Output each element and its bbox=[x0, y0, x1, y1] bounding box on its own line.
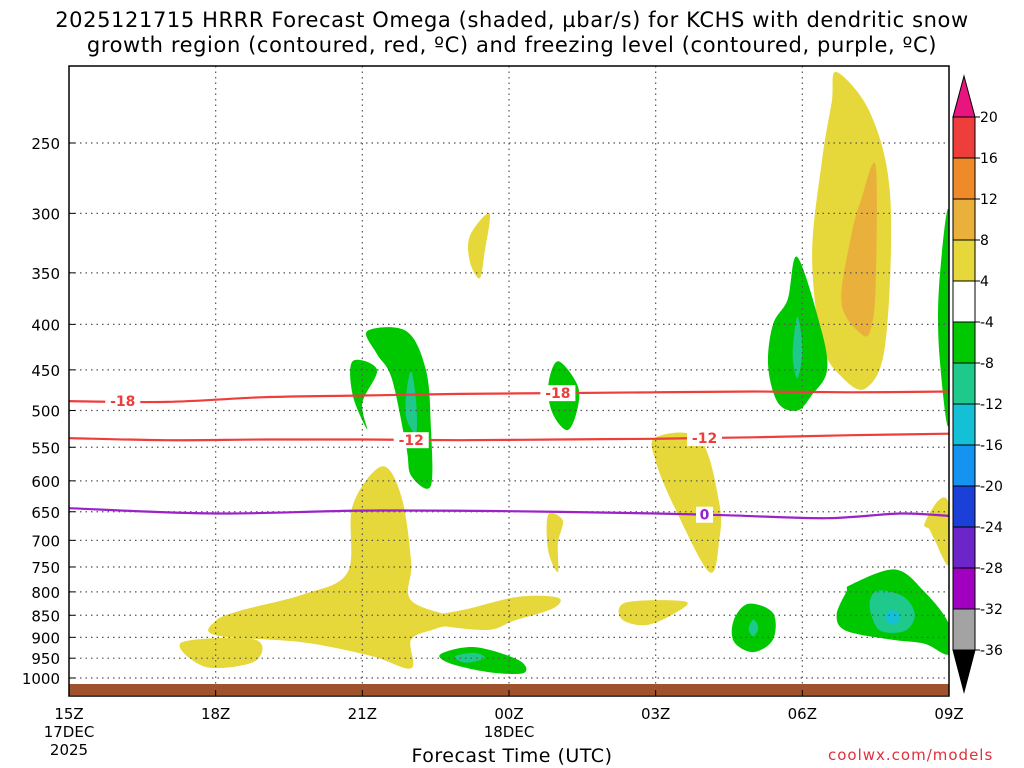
contour-label-bg-4 bbox=[696, 506, 714, 523]
omega-shading-layer bbox=[179, 71, 949, 675]
colorbar-label-13: -36 bbox=[980, 643, 1003, 659]
colorbar-swatch-3 bbox=[952, 198, 976, 241]
colorbar: 20 16 12 8 4 -4 -8 -12 -16 -20 -24 -28 -32 -36 bbox=[952, 74, 1003, 694]
colorbar-label-4: 4 bbox=[980, 274, 989, 290]
omega-region-8 bbox=[924, 497, 949, 566]
colorbar-swatch-9 bbox=[952, 444, 976, 487]
omega-region-17 bbox=[792, 316, 803, 379]
contour-label-0: -18 bbox=[110, 394, 135, 410]
contour-label-bg-2 bbox=[393, 432, 429, 449]
contour-label-bg-3 bbox=[687, 430, 723, 447]
x-tick-label-0: 15Z bbox=[54, 705, 83, 723]
y-tick-label-600: 600 bbox=[31, 473, 60, 491]
colorbar-label-7: -12 bbox=[980, 397, 1003, 413]
source-credit: coolwx.com/models bbox=[828, 746, 994, 764]
omega-region-3 bbox=[468, 213, 491, 279]
chart-title-line-1: 2025121715 HRRR Forecast Omega (shaded, … bbox=[55, 8, 969, 32]
contour-line-0 bbox=[69, 390, 949, 404]
colorbar-swatch-8 bbox=[952, 403, 976, 446]
colorbar-swatch-2 bbox=[952, 157, 976, 200]
x-axis-title: Forecast Time (UTC) bbox=[411, 745, 613, 767]
colorbar-swatch-5 bbox=[952, 280, 976, 323]
omega-region-12 bbox=[405, 371, 418, 434]
x-tick-label-1: 18Z bbox=[201, 705, 230, 723]
y-tick-label-650: 650 bbox=[31, 504, 60, 522]
y-tick-label-850: 850 bbox=[31, 607, 60, 625]
y-tick-label-700: 700 bbox=[31, 532, 60, 550]
x-tick-label-6: 09Z bbox=[934, 705, 963, 723]
colorbar-label-2: 12 bbox=[980, 192, 998, 208]
colorbar-label-0: 20 bbox=[980, 110, 998, 126]
colorbar-swatch-11 bbox=[952, 526, 976, 569]
colorbar-swatch-13 bbox=[952, 608, 976, 651]
x-date-label-1-0: 18DEC bbox=[484, 723, 535, 741]
colorbar-label-6: -8 bbox=[980, 356, 994, 372]
colorbar-swatch-1 bbox=[952, 116, 976, 159]
colorbar-label-9: -20 bbox=[980, 479, 1003, 495]
colorbar-label-1: 16 bbox=[980, 151, 998, 167]
contour-label-4: 0 bbox=[700, 508, 710, 524]
x-tick-label-4: 03Z bbox=[641, 705, 670, 723]
omega-region-5 bbox=[618, 600, 688, 626]
contour-line-2 bbox=[69, 507, 949, 520]
omega-region-1 bbox=[208, 466, 461, 669]
contour-label-bg-1 bbox=[540, 385, 576, 402]
y-tick-label-250: 250 bbox=[31, 135, 60, 153]
x-tick-label-5: 06Z bbox=[788, 705, 817, 723]
y-tick-label-550: 550 bbox=[31, 439, 60, 457]
x-tick-label-3: 00Z bbox=[494, 705, 523, 723]
chart-title-line-2: growth region (contoured, red, ºC) and f… bbox=[86, 33, 938, 57]
y-axis-ticks: 250 300 350 400 450 500 550 600 650 700 750 800 850 9… bbox=[22, 135, 75, 688]
colorbar-swatch-4 bbox=[952, 239, 976, 282]
y-tick-label-350: 350 bbox=[31, 265, 60, 283]
contour-label-3: -12 bbox=[692, 431, 717, 447]
colorbar-swatch-14 bbox=[952, 649, 976, 694]
contour-line-1 bbox=[69, 432, 949, 442]
colorbar-swatch-12 bbox=[952, 567, 976, 610]
omega-region-2 bbox=[420, 595, 561, 630]
x-date-label-0-0: 17DEC bbox=[44, 723, 95, 741]
colorbar-swatch-6 bbox=[952, 321, 976, 364]
y-tick-label-900: 900 bbox=[31, 629, 60, 647]
omega-region-4 bbox=[546, 512, 564, 573]
x-tick-label-2: 21Z bbox=[348, 705, 377, 723]
colorbar-label-3: 8 bbox=[980, 233, 989, 249]
omega-region-11 bbox=[365, 327, 433, 489]
colorbar-label-10: -24 bbox=[980, 520, 1003, 536]
y-tick-label-500: 500 bbox=[31, 403, 60, 421]
ground-surface-bar bbox=[69, 684, 949, 695]
colorbar-label-5: -4 bbox=[980, 315, 994, 331]
contour-label-1: -18 bbox=[545, 386, 570, 402]
contour-label-2: -12 bbox=[399, 433, 424, 449]
contour-layer: -18 -18 -12 -12 0 bbox=[69, 385, 949, 524]
colorbar-swatch-7 bbox=[952, 362, 976, 405]
y-tick-label-750: 750 bbox=[31, 559, 60, 577]
y-tick-label-950: 950 bbox=[31, 650, 60, 668]
omega-region-19 bbox=[748, 619, 759, 637]
omega-region-23 bbox=[938, 209, 949, 427]
grid-lines bbox=[69, 66, 949, 696]
x-date-label-0-1: 2025 bbox=[50, 741, 88, 759]
colorbar-swatch-10 bbox=[952, 485, 976, 528]
omega-region-22 bbox=[885, 609, 901, 625]
contour-label-bg-0 bbox=[105, 393, 141, 410]
colorbar-label-11: -28 bbox=[980, 561, 1003, 577]
omega-region-15 bbox=[454, 652, 485, 663]
y-tick-label-300: 300 bbox=[31, 205, 60, 223]
omega-region-0 bbox=[179, 637, 263, 669]
y-tick-label-450: 450 bbox=[31, 362, 60, 380]
y-tick-label-800: 800 bbox=[31, 584, 60, 602]
colorbar-swatch-0 bbox=[952, 74, 976, 118]
y-tick-label-400: 400 bbox=[31, 316, 60, 334]
colorbar-label-8: -16 bbox=[980, 438, 1003, 454]
omega-region-14 bbox=[439, 646, 527, 675]
omega-region-9 bbox=[841, 162, 877, 337]
colorbar-label-12: -32 bbox=[980, 602, 1003, 618]
omega-region-6 bbox=[651, 432, 722, 573]
y-tick-label-1000: 1000 bbox=[22, 670, 60, 688]
